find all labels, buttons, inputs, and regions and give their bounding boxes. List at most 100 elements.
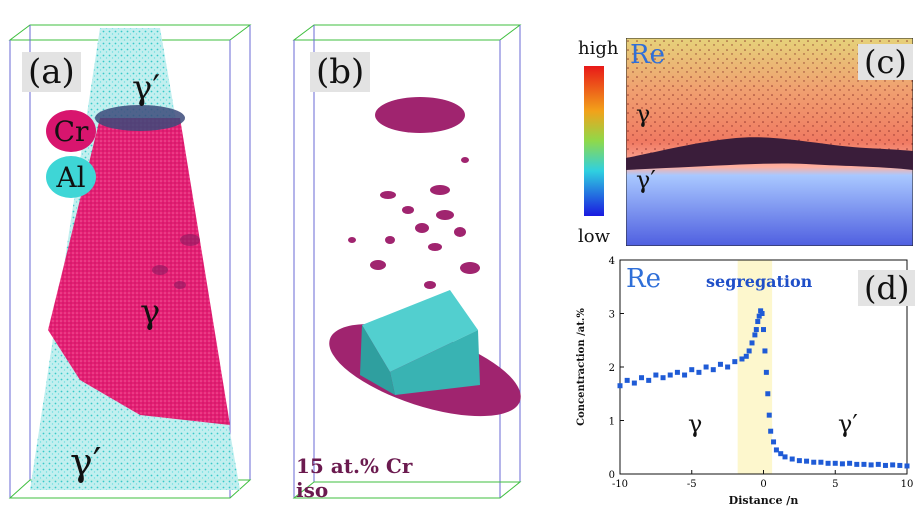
panel-c-label: (c) bbox=[858, 44, 913, 80]
data-point bbox=[904, 463, 910, 469]
data-point bbox=[890, 462, 896, 468]
panel-b-isosurface bbox=[292, 24, 522, 499]
interface-band bbox=[626, 137, 913, 170]
y-axis-label: Concentraction /at.% bbox=[576, 308, 587, 426]
data-point bbox=[759, 311, 765, 316]
panel-d-element-label: Re bbox=[626, 264, 661, 294]
data-point bbox=[639, 375, 645, 381]
data-point bbox=[868, 462, 874, 468]
data-point bbox=[861, 461, 867, 467]
scale-low-label: low bbox=[578, 226, 611, 247]
x-tick-label: 0 bbox=[760, 479, 766, 490]
data-point bbox=[755, 319, 761, 325]
data-point bbox=[854, 461, 860, 467]
data-point bbox=[682, 372, 688, 378]
data-point bbox=[752, 332, 758, 338]
y-tick-label: 0 bbox=[609, 470, 615, 481]
segregation-chart: -10 -5 0 5 10 0 1 2 3 4 Distance /n Concentractio… bbox=[576, 256, 914, 507]
panel-c-phase-top: γ bbox=[636, 100, 651, 128]
data-point bbox=[761, 327, 766, 333]
data-point bbox=[660, 375, 666, 381]
panel-c: high low bbox=[570, 30, 917, 250]
scale-high-label: high bbox=[578, 38, 619, 59]
data-point bbox=[782, 454, 788, 460]
segregation-annotation: segregation bbox=[706, 272, 813, 291]
data-point bbox=[882, 462, 888, 468]
panel-b: (b) 15 at.% Cr iso bbox=[290, 0, 570, 511]
data-point bbox=[653, 372, 659, 378]
data-point bbox=[804, 458, 810, 464]
chart-axes: -10 -5 0 5 10 0 1 2 3 4 bbox=[609, 256, 914, 490]
data-point bbox=[847, 460, 853, 466]
data-point bbox=[646, 377, 652, 383]
x-tick-label: 10 bbox=[901, 479, 914, 490]
disc-top bbox=[95, 105, 185, 131]
data-point bbox=[825, 460, 831, 466]
data-point bbox=[696, 369, 702, 375]
panel-d-label: (d) bbox=[858, 270, 916, 306]
phase-label-top: γ′ bbox=[132, 68, 161, 108]
legend-cr-label: Cr bbox=[53, 114, 89, 148]
panel-b-label: (b) bbox=[310, 52, 371, 92]
panel-d-phase-right: γ′ bbox=[838, 410, 858, 438]
data-point bbox=[789, 456, 795, 462]
cyan-block bbox=[360, 290, 480, 395]
legend-al-circle: Al bbox=[46, 156, 96, 198]
data-point bbox=[674, 369, 680, 375]
cr-particles bbox=[348, 157, 480, 305]
iso-label-line2: iso bbox=[296, 478, 329, 502]
panel-c-phase-bottom: γ′ bbox=[636, 166, 656, 194]
iso-label-line1: 15 at.% Cr bbox=[296, 454, 413, 478]
data-point bbox=[897, 462, 903, 468]
data-point bbox=[763, 369, 769, 375]
data-point bbox=[753, 327, 759, 333]
phase-label-bottom: γ′ bbox=[70, 440, 102, 484]
data-point bbox=[818, 459, 824, 465]
data-point bbox=[756, 313, 762, 319]
data-point bbox=[768, 428, 774, 434]
cr-region bbox=[48, 118, 230, 425]
panel-a-label: (a) bbox=[22, 52, 81, 92]
chart-points bbox=[617, 308, 910, 469]
legend-cr-circle: Cr bbox=[46, 110, 96, 152]
data-point bbox=[732, 359, 738, 365]
panel-c-element-label: Re bbox=[630, 40, 665, 70]
data-point bbox=[631, 380, 637, 386]
data-point bbox=[778, 451, 784, 457]
data-point bbox=[743, 353, 749, 359]
y-tick-label: 1 bbox=[609, 417, 615, 428]
data-point bbox=[703, 364, 709, 370]
data-point bbox=[749, 340, 755, 346]
x-tick-label: -5 bbox=[687, 479, 697, 490]
data-point bbox=[765, 391, 771, 397]
data-point bbox=[624, 377, 630, 383]
bounding-box bbox=[292, 24, 522, 499]
data-point bbox=[758, 308, 764, 314]
data-point bbox=[617, 383, 623, 389]
legend-al-label: Al bbox=[56, 160, 86, 194]
color-scale-bar bbox=[584, 66, 604, 216]
data-point bbox=[796, 458, 802, 464]
data-point bbox=[875, 461, 881, 467]
data-point bbox=[771, 439, 777, 445]
data-point bbox=[710, 367, 716, 373]
y-tick-label: 3 bbox=[609, 310, 615, 321]
x-tick-label: 5 bbox=[832, 479, 838, 490]
data-point bbox=[766, 412, 772, 418]
top-disc bbox=[375, 97, 465, 133]
data-point bbox=[773, 447, 779, 453]
data-point bbox=[762, 348, 768, 354]
data-point bbox=[717, 361, 723, 367]
data-point bbox=[667, 372, 673, 378]
y-tick-label: 2 bbox=[609, 363, 615, 374]
phase-label-middle: γ bbox=[140, 292, 161, 332]
data-point bbox=[739, 356, 745, 362]
data-point bbox=[746, 348, 752, 354]
data-point bbox=[689, 367, 695, 373]
panel-a: (a) Cr Al γ′ γ γ′ bbox=[0, 0, 290, 511]
bounding-box bbox=[8, 24, 252, 499]
data-point bbox=[839, 461, 845, 467]
segregation-band bbox=[737, 260, 773, 474]
x-axis-label: Distance /n bbox=[729, 494, 799, 507]
data-point bbox=[832, 460, 838, 466]
